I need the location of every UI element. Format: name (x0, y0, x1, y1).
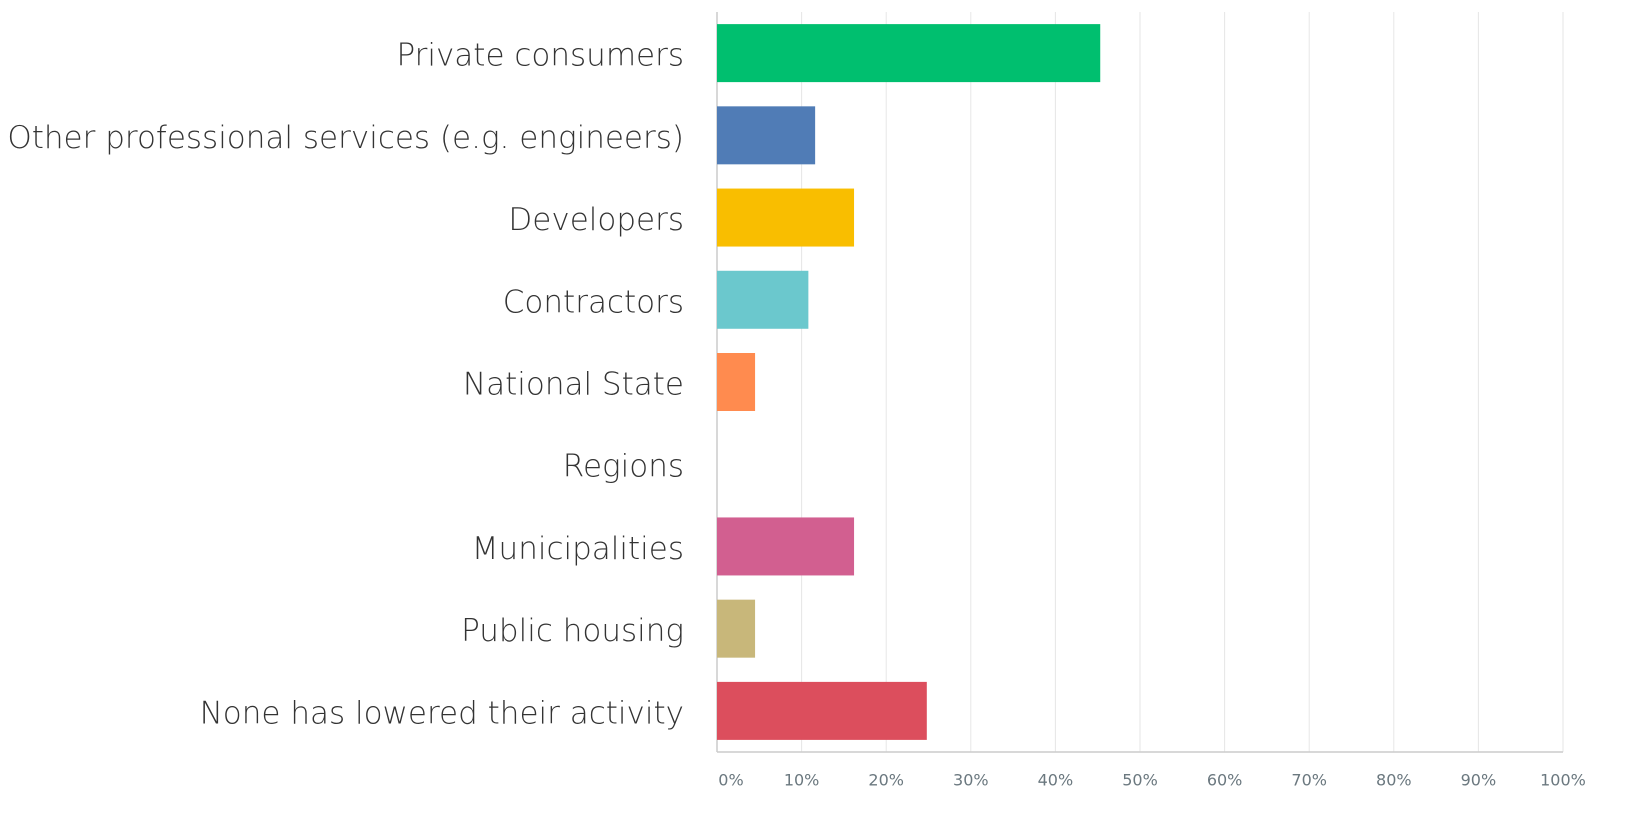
x-tick-label: 50% (1122, 771, 1158, 790)
x-tick-label: 0% (718, 771, 743, 790)
bar (717, 106, 816, 165)
x-tick-label: 90% (1461, 771, 1497, 790)
bar (717, 188, 855, 247)
x-tick-label: 70% (1291, 771, 1327, 790)
category-label: National State (463, 367, 684, 403)
x-tick-label: 10% (784, 771, 820, 790)
category-label: Public housing (461, 613, 684, 649)
x-tick-label: 100% (1540, 771, 1586, 790)
bar (717, 24, 1101, 83)
x-tick-label: 20% (868, 771, 904, 790)
category-label: None has lowered their activity (200, 695, 684, 731)
bar (717, 681, 927, 740)
category-label: Contractors (503, 284, 684, 320)
bar (717, 599, 756, 658)
bar (717, 353, 756, 411)
category-label: Regions (563, 449, 684, 485)
category-label: Developers (508, 202, 684, 238)
x-tick-label: 60% (1207, 771, 1243, 790)
x-tick-label: 80% (1376, 771, 1412, 790)
bar (717, 517, 855, 576)
category-label: Municipalities (472, 531, 684, 567)
category-label: Private consumers (396, 38, 684, 74)
x-tick-label: 30% (953, 771, 989, 790)
x-tick-label: 40% (1038, 771, 1074, 790)
bar (717, 270, 809, 329)
category-label: Other professional services (e.g. engine… (7, 120, 684, 156)
